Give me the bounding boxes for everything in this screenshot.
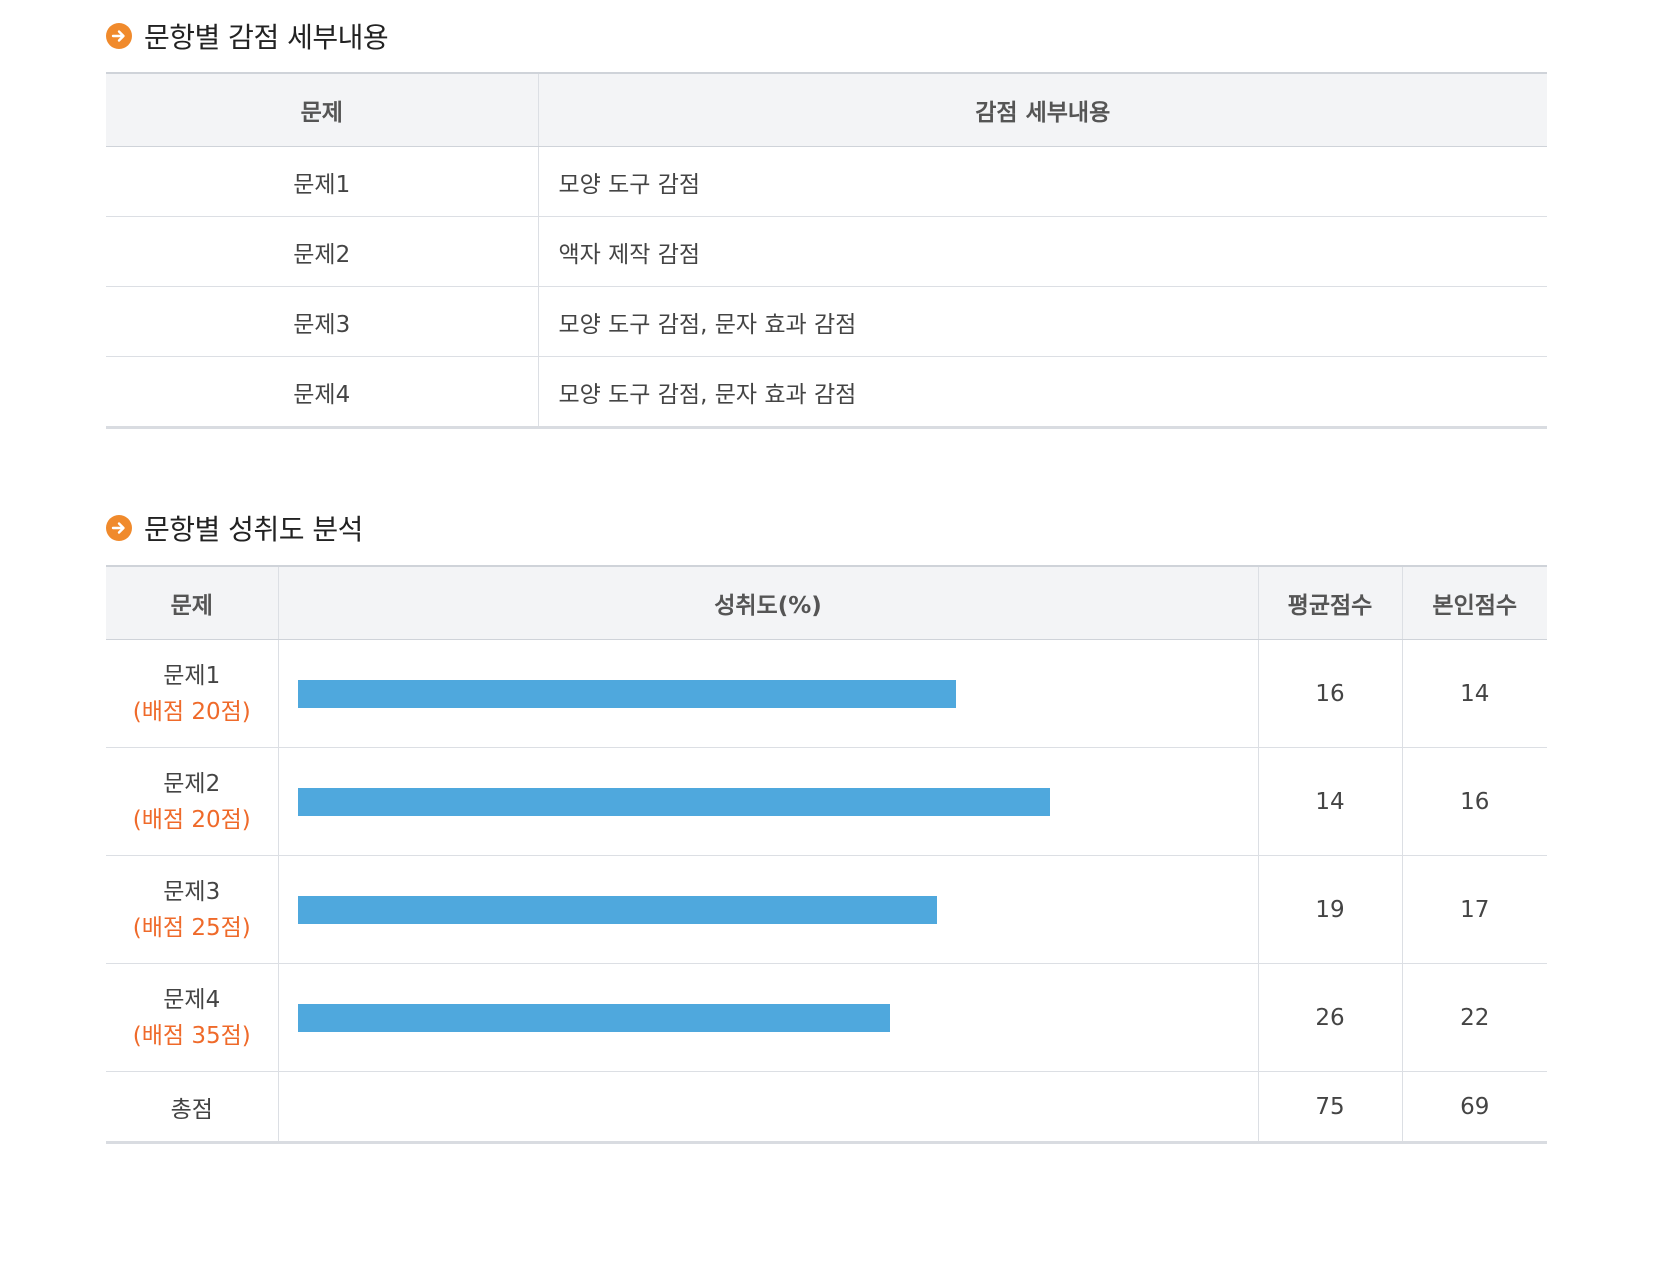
achievement-row: 문제2 (배점 20점) 14 16 bbox=[106, 747, 1547, 856]
deduction-problem: 문제3 bbox=[106, 286, 538, 357]
header-problem: 문제 bbox=[106, 565, 278, 640]
deduction-row: 문제1 모양 도구 감점 bbox=[106, 146, 1547, 217]
deduction-row: 문제4 모양 도구 감점, 문자 효과 감점 bbox=[106, 356, 1547, 429]
deduction-detail: 모양 도구 감점, 문자 효과 감점 bbox=[537, 286, 1547, 357]
problem-points: (배점 20점) bbox=[132, 806, 251, 833]
problem-name: 문제4 bbox=[163, 986, 221, 1013]
total-empty-cell bbox=[277, 1071, 1258, 1144]
header-mine: 본인점수 bbox=[1401, 565, 1547, 640]
average-score: 14 bbox=[1257, 747, 1402, 856]
arrow-right-circle-icon bbox=[106, 23, 132, 49]
problem-cell: 문제2 (배점 20점) bbox=[106, 747, 278, 856]
problem-cell: 문제1 (배점 20점) bbox=[106, 639, 278, 748]
achievement-row: 문제1 (배점 20점) 16 14 bbox=[106, 639, 1547, 748]
deduction-table: 문제 감점 세부내용 문제1 모양 도구 감점 문제2 액자 제작 감점 문제3… bbox=[106, 72, 1547, 429]
problem-name: 문제1 bbox=[163, 662, 221, 689]
achievement-bar bbox=[297, 787, 1051, 816]
problem-cell: 문제4 (배점 35점) bbox=[106, 963, 278, 1072]
my-score: 22 bbox=[1401, 963, 1547, 1072]
deduction-section-title: 문항별 감점 세부내용 bbox=[106, 16, 389, 56]
total-row: 총점 75 69 bbox=[106, 1071, 1547, 1144]
total-my-score: 69 bbox=[1401, 1071, 1547, 1144]
achievement-row: 문제3 (배점 25점) 19 17 bbox=[106, 855, 1547, 964]
achievement-section-title: 문항별 성취도 분석 bbox=[106, 508, 363, 548]
total-label: 총점 bbox=[106, 1071, 278, 1144]
average-score: 26 bbox=[1257, 963, 1402, 1072]
average-score: 16 bbox=[1257, 639, 1402, 748]
achievement-bar-cell bbox=[277, 855, 1258, 964]
problem-cell: 문제3 (배점 25점) bbox=[106, 855, 278, 964]
problem-points: (배점 35점) bbox=[132, 1022, 251, 1049]
deduction-row: 문제2 액자 제작 감점 bbox=[106, 216, 1547, 287]
deduction-detail: 모양 도구 감점, 문자 효과 감점 bbox=[537, 356, 1547, 429]
deduction-problem: 문제4 bbox=[106, 356, 538, 429]
deduction-detail: 액자 제작 감점 bbox=[537, 216, 1547, 287]
header-average: 평균점수 bbox=[1257, 565, 1402, 640]
deduction-problem: 문제2 bbox=[106, 216, 538, 287]
achievement-bar bbox=[297, 679, 957, 708]
deduction-row: 문제3 모양 도구 감점, 문자 효과 감점 bbox=[106, 286, 1547, 357]
deduction-section-title-text: 문항별 감점 세부내용 bbox=[144, 21, 389, 54]
achievement-row: 문제4 (배점 35점) 26 22 bbox=[106, 963, 1547, 1072]
deduction-header-row: 문제 감점 세부내용 bbox=[106, 72, 1547, 147]
achievement-bar bbox=[297, 895, 938, 924]
achievement-table: 문제 성취도(%) 평균점수 본인점수 문제1 (배점 20점) 16 14 문… bbox=[106, 565, 1547, 1144]
problem-name: 문제3 bbox=[163, 878, 221, 905]
my-score: 16 bbox=[1401, 747, 1547, 856]
achievement-bar bbox=[297, 1003, 891, 1032]
header-achievement: 성취도(%) bbox=[277, 565, 1258, 640]
my-score: 14 bbox=[1401, 639, 1547, 748]
achievement-bar-cell bbox=[277, 963, 1258, 1072]
header-problem: 문제 bbox=[106, 72, 538, 147]
achievement-bar-cell bbox=[277, 747, 1258, 856]
arrow-right-circle-icon bbox=[106, 515, 132, 541]
achievement-bar-cell bbox=[277, 639, 1258, 748]
average-score: 19 bbox=[1257, 855, 1402, 964]
problem-points: (배점 20점) bbox=[132, 698, 251, 725]
problem-name: 문제2 bbox=[163, 770, 221, 797]
achievement-section-title-text: 문항별 성취도 분석 bbox=[144, 513, 363, 546]
header-detail: 감점 세부내용 bbox=[537, 72, 1547, 147]
my-score: 17 bbox=[1401, 855, 1547, 964]
total-average-score: 75 bbox=[1257, 1071, 1402, 1144]
deduction-problem: 문제1 bbox=[106, 146, 538, 217]
problem-points: (배점 25점) bbox=[132, 914, 251, 941]
deduction-detail: 모양 도구 감점 bbox=[537, 146, 1547, 217]
achievement-header-row: 문제 성취도(%) 평균점수 본인점수 bbox=[106, 565, 1547, 640]
